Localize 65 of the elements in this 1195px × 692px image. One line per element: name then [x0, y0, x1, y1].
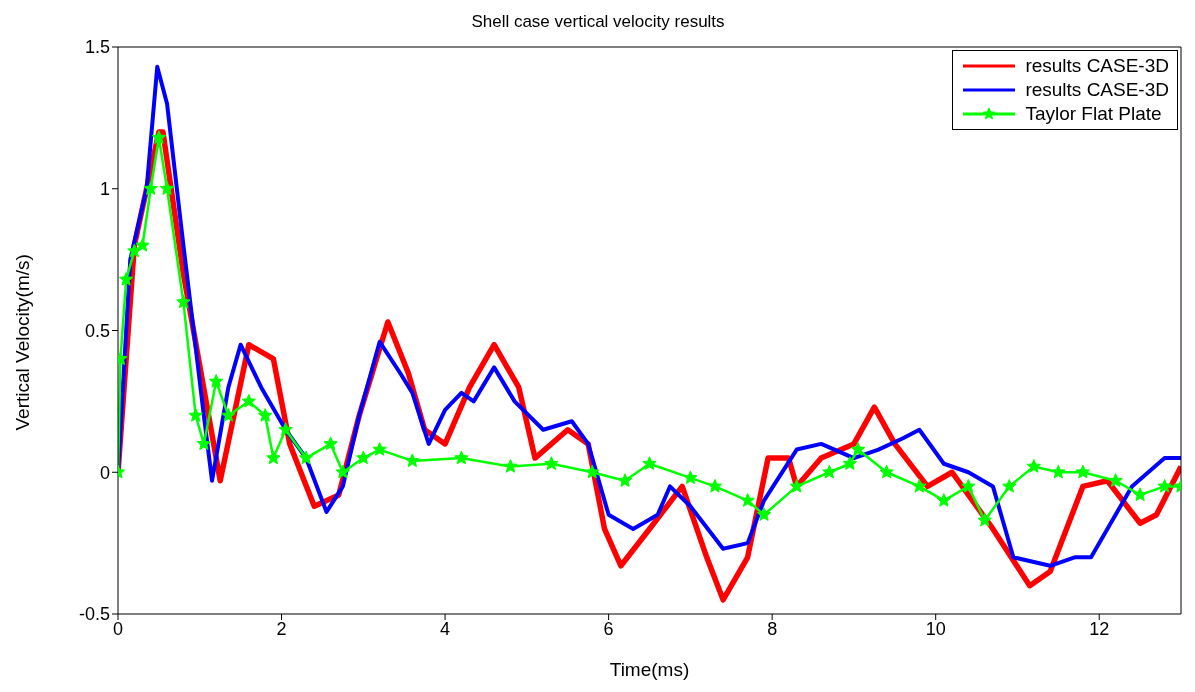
- point: [454, 450, 469, 465]
- point: [683, 470, 698, 485]
- point: [176, 294, 191, 309]
- point: [266, 450, 281, 465]
- point: [1051, 464, 1066, 479]
- y-tick-label: 0: [99, 462, 110, 483]
- x-axis-title: Time(ms): [609, 659, 690, 680]
- point: [936, 493, 952, 507]
- point: [740, 493, 755, 507]
- legend-label: Taylor Flat Plate: [1025, 102, 1162, 126]
- point: [977, 512, 992, 527]
- point: [850, 442, 866, 456]
- point: [617, 473, 633, 487]
- y-tick-label: 1: [99, 179, 110, 200]
- x-tick-label: 12: [1089, 618, 1110, 639]
- y-axis-title: Vertical Velocity(m/s): [11, 254, 33, 431]
- point: [503, 459, 518, 473]
- point: [822, 464, 837, 479]
- point: [1108, 473, 1123, 487]
- y-tick-label: 1.5: [84, 37, 110, 58]
- y-tick-label: 0.5: [84, 320, 110, 341]
- point: [1157, 478, 1172, 493]
- point: [1075, 464, 1091, 479]
- point: [143, 181, 158, 195]
- point: [405, 453, 420, 468]
- point: [585, 464, 600, 479]
- point: [1026, 459, 1041, 473]
- x-tick-label: 10: [925, 618, 946, 639]
- point: [912, 478, 927, 493]
- point: [196, 436, 212, 451]
- x-tick-label: 4: [440, 618, 451, 639]
- point: [356, 450, 371, 465]
- point: [544, 456, 559, 470]
- point: [188, 408, 203, 422]
- point: [159, 181, 175, 195]
- point: [208, 374, 224, 388]
- legend-label: results CASE-3D: [1025, 78, 1169, 102]
- point: [258, 408, 273, 422]
- x-tick-label: 8: [767, 618, 778, 639]
- point: [642, 456, 657, 470]
- point: [1132, 487, 1148, 502]
- point: [842, 456, 857, 470]
- point: [221, 408, 236, 422]
- legend-label: results CASE-3D: [1025, 54, 1169, 78]
- point: [789, 478, 804, 493]
- point: [372, 442, 387, 456]
- point: [756, 507, 772, 521]
- point: [961, 478, 976, 493]
- point: [298, 450, 314, 465]
- chart-title: Shell case vertical velocity results: [470, 12, 726, 32]
- point: [151, 130, 167, 144]
- point: [135, 237, 150, 252]
- point: [1002, 478, 1017, 493]
- point: [127, 243, 142, 258]
- point: [707, 478, 723, 493]
- point: [241, 393, 256, 408]
- x-tick-label: 0: [112, 618, 124, 639]
- point: [278, 422, 293, 436]
- y-tick-label: -0.5: [78, 604, 110, 625]
- point: [879, 464, 894, 479]
- x-tick-label: 6: [603, 618, 614, 639]
- point: [335, 464, 351, 479]
- point: [119, 271, 134, 286]
- point: [323, 436, 338, 451]
- x-tick-label: 2: [276, 618, 287, 639]
